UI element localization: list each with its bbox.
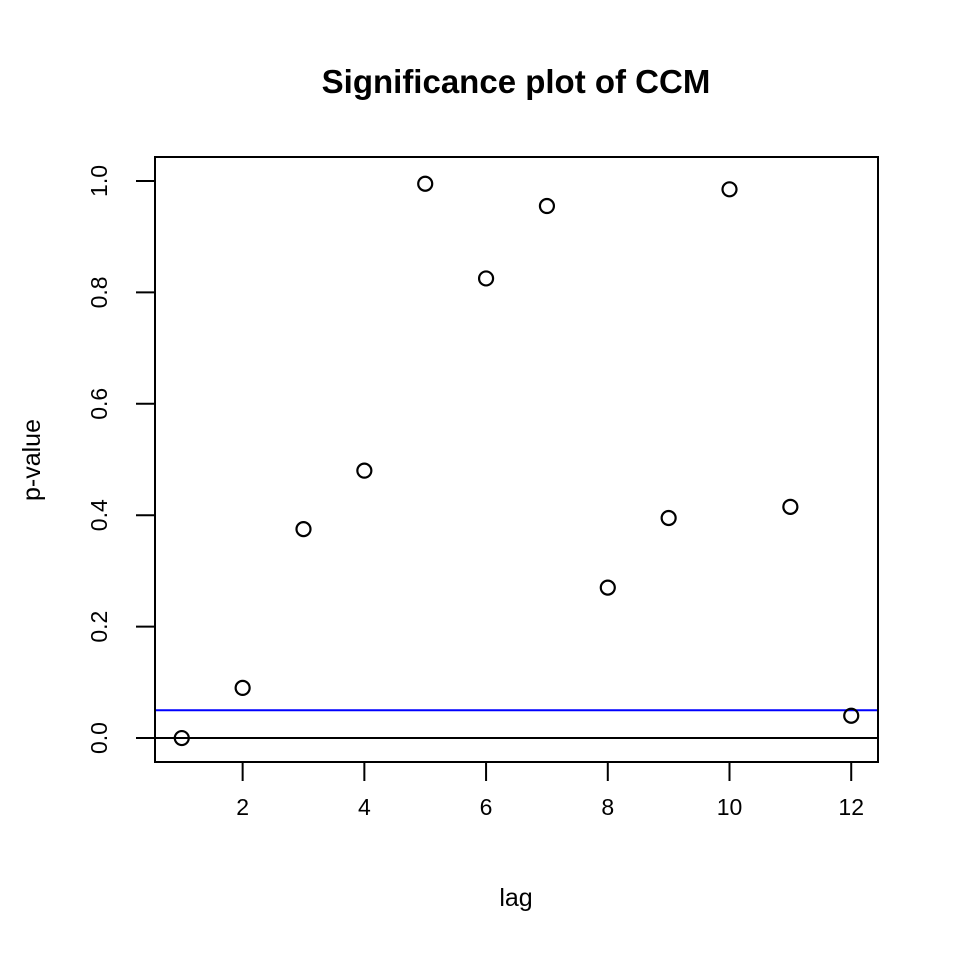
x-tick-label: 8 — [601, 794, 614, 820]
y-axis: 0.0 0.2 0.4 0.6 0.8 1.0 — [86, 165, 155, 754]
y-tick-label: 0.8 — [86, 276, 112, 308]
x-tick-label: 10 — [717, 794, 743, 820]
data-point — [173, 729, 190, 747]
y-axis-title: p-value — [18, 419, 46, 501]
x-tick-label: 6 — [480, 794, 493, 820]
data-point — [295, 521, 312, 538]
data-point — [660, 509, 677, 527]
data-point — [538, 197, 556, 215]
reference-lines — [155, 709, 878, 740]
y-tick-label: 0.0 — [86, 722, 112, 754]
y-tick-label: 0.6 — [86, 388, 112, 420]
data-point — [782, 498, 799, 515]
x-tick-label: 2 — [236, 794, 249, 820]
plot-box — [154, 156, 879, 763]
y-tick-label: 0.2 — [86, 611, 112, 643]
y-tick-label: 0.4 — [86, 499, 112, 531]
x-tick-label: 4 — [358, 794, 371, 820]
x-axis-title: lag — [499, 884, 532, 912]
data-point — [234, 679, 251, 697]
data-points — [173, 175, 860, 747]
plot-title: Significance plot of CCM — [322, 63, 711, 100]
x-axis: 2 4 6 8 10 12 — [236, 762, 864, 820]
y-tick-label: 1.0 — [86, 165, 112, 197]
data-point — [721, 181, 738, 198]
data-point — [599, 579, 616, 596]
data-point — [356, 462, 373, 479]
data-point — [417, 175, 434, 192]
data-point — [477, 270, 495, 287]
x-tick-label: 12 — [838, 794, 864, 820]
data-point — [843, 707, 860, 724]
